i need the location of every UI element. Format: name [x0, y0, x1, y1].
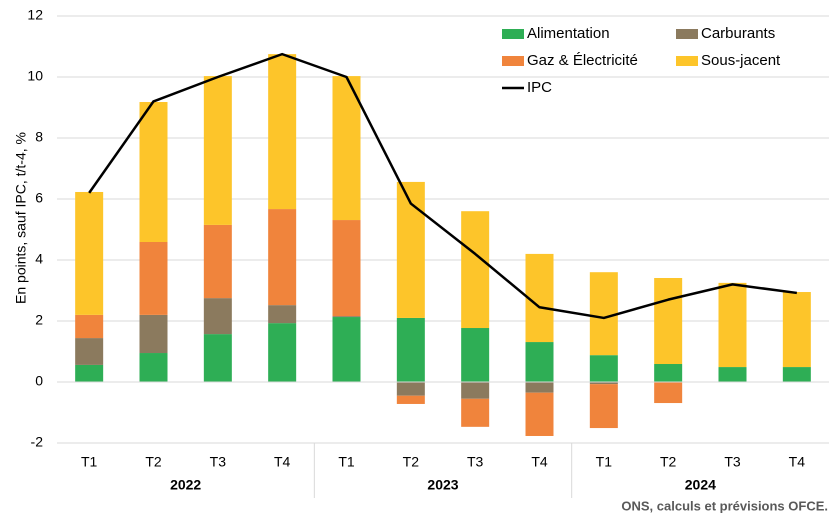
bar-segment [461, 328, 490, 382]
bar-segment [461, 398, 490, 427]
bar-segment [396, 382, 425, 396]
bar-segment [332, 76, 361, 221]
bar-segment [203, 224, 232, 299]
bar-segment [139, 102, 168, 243]
bar-segment [268, 54, 297, 210]
bar-segment [461, 382, 490, 399]
y-tick-label: 4 [35, 251, 43, 267]
x-tick-label: T2 [145, 454, 162, 470]
bar-segment [139, 314, 168, 354]
bar-segment [75, 314, 104, 339]
bar-segment [139, 242, 168, 315]
bar-segment [589, 384, 618, 429]
bar-segment [589, 272, 618, 356]
x-tick-label: T2 [660, 454, 677, 470]
y-tick-label: 12 [27, 7, 43, 23]
group-label: 2022 [170, 477, 201, 493]
bar-segment [75, 364, 104, 382]
bar-segment [525, 392, 554, 436]
bar-segment [589, 382, 618, 385]
y-axis-label: En points, sauf IPC, t/t-4, % [13, 132, 29, 304]
x-tick-label: T3 [724, 454, 741, 470]
y-tick-label: 6 [35, 190, 43, 206]
legend-swatch [676, 56, 698, 66]
legend-swatch [502, 29, 524, 39]
bar-segment [718, 282, 747, 368]
group-label: 2023 [427, 477, 458, 493]
legend-swatch [676, 29, 698, 39]
bar-segment [718, 367, 747, 382]
bar-segment [268, 323, 297, 382]
legend-label: Carburants [701, 25, 775, 42]
x-tick-label: T4 [274, 454, 291, 470]
x-tick-label: T3 [467, 454, 484, 470]
legend-label: Sous-jacent [701, 52, 781, 69]
bar-segment [332, 316, 361, 318]
bar-segment [654, 277, 683, 365]
bar-segment [139, 353, 168, 382]
bar-segment [654, 382, 683, 404]
bar-segment [268, 209, 297, 306]
y-tick-label: 2 [35, 312, 43, 328]
x-tick-label: T1 [338, 454, 355, 470]
x-tick-label: T4 [789, 454, 806, 470]
bar-segment [75, 338, 104, 365]
y-tick-label: 8 [35, 129, 43, 145]
x-tick-label: T4 [531, 454, 548, 470]
bar-segment [203, 298, 232, 335]
group-label: 2024 [685, 477, 716, 493]
bar-segment [654, 364, 683, 382]
bar-segment [782, 367, 811, 382]
bar-segment [203, 76, 232, 225]
bar-segment [782, 292, 811, 368]
source-note: ONS, calculs et prévisions OFCE. [621, 498, 828, 513]
y-tick-label: 10 [27, 68, 43, 84]
bar-segment [396, 395, 425, 404]
x-tick-label: T1 [81, 454, 98, 470]
bar-segment [589, 355, 618, 382]
x-tick-label: T3 [210, 454, 227, 470]
bar-segment [525, 342, 554, 382]
legend-label: Gaz & Électricité [527, 52, 638, 69]
bar-segment [461, 211, 490, 329]
line-series [88, 52, 797, 320]
bar-segment [332, 220, 361, 317]
x-tick-label: T1 [596, 454, 613, 470]
y-tick-label: -2 [31, 434, 44, 450]
legend-label: IPC [527, 79, 552, 96]
legend-label: Alimentation [527, 25, 610, 42]
x-tick-label: T2 [403, 454, 420, 470]
bar-segment [396, 317, 425, 382]
y-tick-label: 0 [35, 373, 43, 389]
bar-segment [203, 334, 232, 382]
bar-segment [332, 317, 361, 382]
legend-swatch [502, 56, 524, 66]
bar-segment [75, 191, 104, 315]
bar-segment [525, 382, 554, 393]
bar-segment [268, 305, 297, 324]
